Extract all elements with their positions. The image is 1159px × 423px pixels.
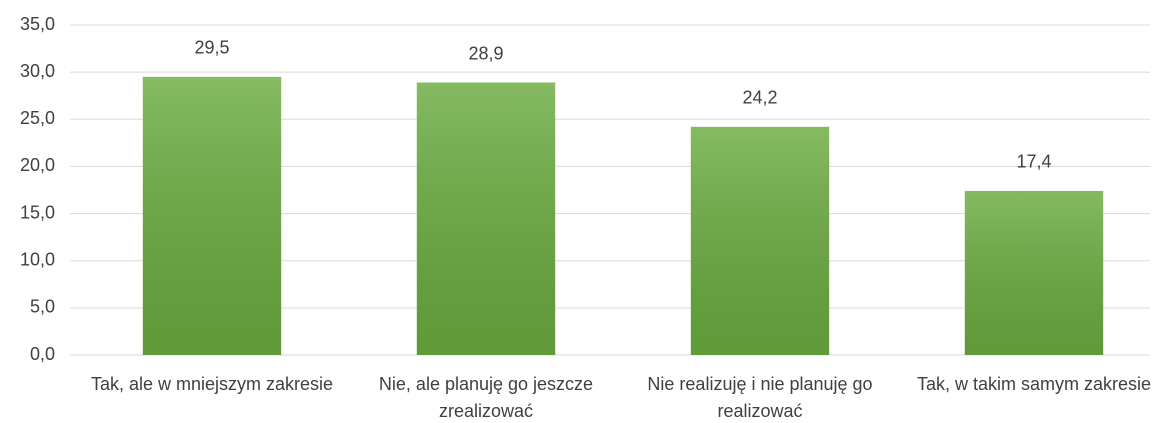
bar-shading [964,190,1104,355]
y-tick-label: 30,0 [20,61,55,81]
y-tick-label: 35,0 [20,14,55,34]
y-tick-label: 5,0 [30,297,55,317]
x-tick-label: Nie, ale planuję go jeszcze zrealizować [378,374,594,421]
value-label: 24,2 [742,88,777,108]
bar-shading [690,126,830,355]
value-label: 28,9 [468,43,503,63]
x-tick-label: Tak, w takim samym zakresie [916,374,1152,394]
bar-shading [416,82,556,355]
x-tick-label: Tak, ale w mniejszym zakresie [90,374,334,394]
y-tick-label: 20,0 [20,155,55,175]
y-tick-label: 15,0 [20,202,55,222]
bar-shading [142,76,282,355]
x-tick-label: Nie realizuję i nie planuję go realizowa… [647,374,873,421]
y-tick-label: 0,0 [30,344,55,364]
y-tick-label: 10,0 [20,249,55,269]
value-label: 29,5 [194,38,229,58]
value-label: 17,4 [1016,152,1051,172]
y-tick-label: 25,0 [20,108,55,128]
